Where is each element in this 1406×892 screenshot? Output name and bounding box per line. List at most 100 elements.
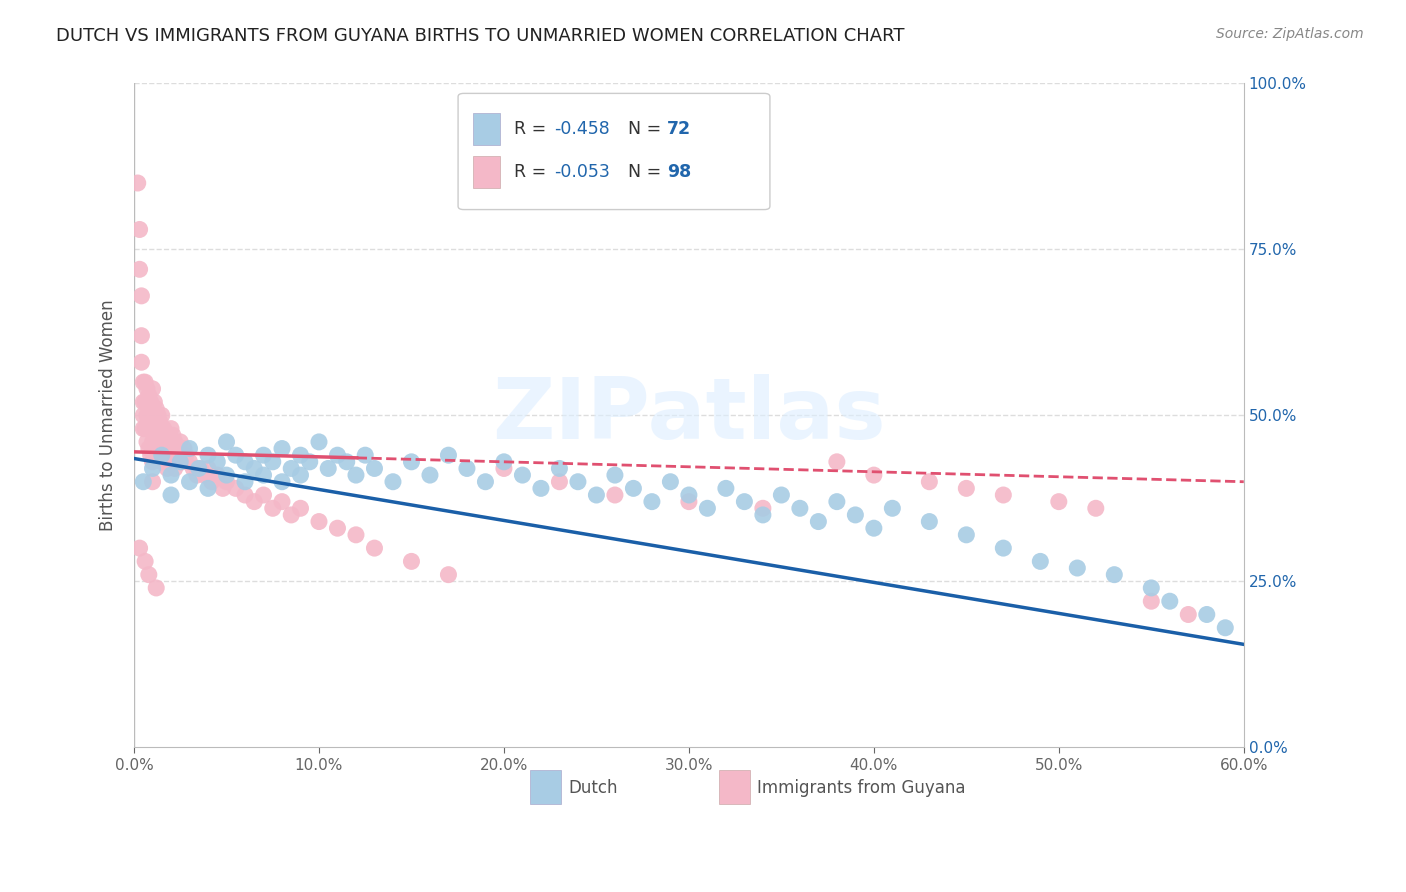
Point <box>1047 494 1070 508</box>
Point <box>316 461 339 475</box>
Point <box>1140 594 1163 608</box>
Text: N =: N = <box>628 162 666 181</box>
Point <box>993 541 1015 555</box>
Point <box>138 442 160 456</box>
Point <box>141 382 163 396</box>
Point <box>243 461 266 475</box>
Text: ZIPatlas: ZIPatlas <box>492 374 886 457</box>
Text: Source: ZipAtlas.com: Source: ZipAtlas.com <box>1216 27 1364 41</box>
Point <box>696 501 718 516</box>
Point <box>262 455 284 469</box>
Point <box>336 455 359 469</box>
Point <box>918 515 941 529</box>
Point <box>863 521 886 535</box>
Point <box>252 468 274 483</box>
Point <box>179 455 201 469</box>
Point <box>252 488 274 502</box>
Point <box>141 434 163 449</box>
Text: N =: N = <box>628 120 666 138</box>
Point <box>215 468 238 483</box>
Point <box>128 222 150 236</box>
Point <box>131 328 153 343</box>
Point <box>1213 621 1236 635</box>
Point <box>179 442 201 456</box>
Point <box>955 528 977 542</box>
Point <box>401 455 423 469</box>
Point <box>134 422 156 436</box>
Point <box>160 422 183 436</box>
Point <box>807 515 830 529</box>
Point <box>641 494 664 508</box>
Point <box>401 554 423 568</box>
Point <box>298 455 321 469</box>
Text: Immigrants from Guyana: Immigrants from Guyana <box>756 780 965 797</box>
Text: DUTCH VS IMMIGRANTS FROM GUYANA BIRTHS TO UNMARRIED WOMEN CORRELATION CHART: DUTCH VS IMMIGRANTS FROM GUYANA BIRTHS T… <box>56 27 904 45</box>
Point <box>290 448 312 462</box>
Text: R =: R = <box>513 120 551 138</box>
Point <box>138 415 160 429</box>
Point <box>344 528 367 542</box>
Point <box>271 494 294 508</box>
Point <box>143 422 166 436</box>
Point <box>146 409 169 423</box>
Point <box>136 434 159 449</box>
Point <box>280 508 302 522</box>
Point <box>155 428 177 442</box>
Point <box>169 434 191 449</box>
Point <box>146 434 169 449</box>
Point <box>354 448 377 462</box>
Point <box>156 461 179 475</box>
Point <box>187 461 209 475</box>
Point <box>141 455 163 469</box>
Point <box>280 461 302 475</box>
Point <box>233 488 256 502</box>
Point <box>548 475 571 489</box>
Point <box>678 488 700 502</box>
Bar <box>530 771 561 804</box>
Point <box>882 501 904 516</box>
Point <box>139 422 162 436</box>
Point <box>437 567 460 582</box>
Point <box>152 422 174 436</box>
Point <box>1159 594 1181 608</box>
Point <box>169 455 191 469</box>
Point <box>530 481 553 495</box>
Point <box>128 541 150 555</box>
Point <box>132 409 155 423</box>
Point <box>136 409 159 423</box>
Point <box>145 428 167 442</box>
Point <box>308 434 330 449</box>
Point <box>752 501 775 516</box>
Text: 98: 98 <box>666 162 690 181</box>
Point <box>233 455 256 469</box>
Point <box>419 468 441 483</box>
Point <box>143 395 166 409</box>
Point <box>149 442 172 456</box>
Point <box>132 395 155 409</box>
Point <box>160 488 183 502</box>
Point <box>127 176 149 190</box>
Point <box>150 455 173 469</box>
Point <box>1104 567 1126 582</box>
FancyBboxPatch shape <box>458 94 770 210</box>
Bar <box>472 156 501 187</box>
Point <box>134 554 156 568</box>
Point <box>492 455 515 469</box>
Point <box>585 488 607 502</box>
Point <box>548 461 571 475</box>
Point <box>131 355 153 369</box>
Text: -0.053: -0.053 <box>554 162 610 181</box>
Point <box>157 442 180 456</box>
Point <box>603 468 626 483</box>
Point <box>160 448 183 462</box>
Text: Dutch: Dutch <box>568 780 617 797</box>
Point <box>145 581 167 595</box>
Point <box>160 468 183 483</box>
Point <box>215 434 238 449</box>
Point <box>243 494 266 508</box>
Point <box>162 428 184 442</box>
Point <box>149 415 172 429</box>
Point <box>138 388 160 402</box>
Point <box>145 401 167 416</box>
Point <box>437 448 460 462</box>
